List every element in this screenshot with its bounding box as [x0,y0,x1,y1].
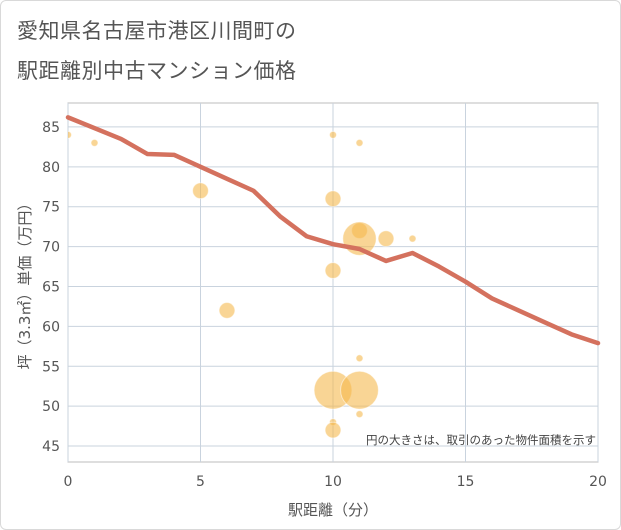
bubble-point [324,262,342,279]
y-tick-label: 80 [42,160,60,176]
y-tick-label: 75 [42,200,60,216]
y-tick-label: 60 [42,319,60,335]
bubble-point [340,370,379,410]
y-axis-label: 坪（3.3㎡）単価（万円） [16,196,34,370]
bubble-point [324,421,342,439]
y-tick-label: 50 [42,399,60,415]
bubble-point [68,130,72,139]
y-tick-label: 45 [42,439,60,455]
y-tick-label: 70 [42,240,60,256]
bubble-point [377,230,395,248]
trend-line [65,115,601,346]
x-tick-label: 0 [64,474,73,490]
bubble-point [192,182,209,200]
bubble-point [355,410,364,419]
y-tick-label: 85 [42,120,60,136]
bubble-point [218,302,236,319]
bubble-point [324,190,342,208]
chart-title-line-2: 駅距離別中古マンション価格 [17,59,297,83]
chart-title-line-1: 愛知県名古屋市港区川間町の [17,19,297,43]
x-tick-label: 5 [196,474,205,490]
x-tick-label: 15 [457,474,475,490]
bubble-point [408,234,417,243]
x-tick-label: 20 [589,474,607,490]
bubble-point [355,354,364,363]
bubble-point [90,138,99,147]
y-tick-label: 55 [42,359,60,375]
x-tick-label: 10 [324,474,342,490]
bubble-point [355,138,364,147]
y-tick-label: 65 [42,279,60,295]
bubble-size-note: 円の大きさは、取引のあった物件面積を示す [366,433,596,447]
bubble-point [329,130,337,139]
x-axis-label: 駅距離（分） [288,501,378,519]
